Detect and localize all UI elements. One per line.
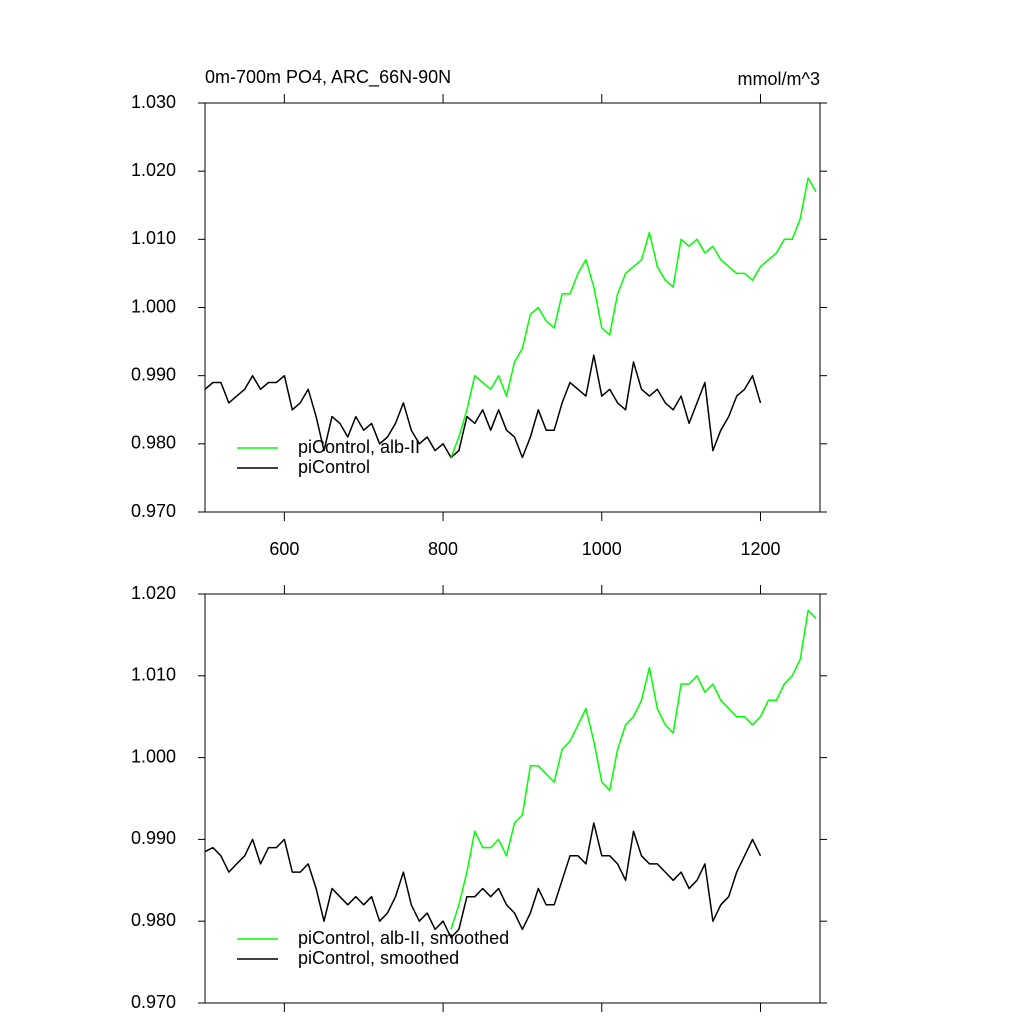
y-tick-label: 0.970 <box>131 501 176 521</box>
legend-label: piControl, alb-II <box>298 437 420 457</box>
y-tick-label: 1.020 <box>131 583 176 603</box>
y-tick-label: 1.000 <box>131 296 176 316</box>
y-tick-label: 0.970 <box>131 992 176 1012</box>
y-tick-label: 1.030 <box>131 92 176 112</box>
series-line <box>204 354 762 459</box>
x-tick-label: 600 <box>269 539 299 559</box>
y-tick-label: 0.980 <box>131 910 176 930</box>
y-tick-label: 0.990 <box>131 828 176 848</box>
legend-label: piControl, alb-II, smoothed <box>298 928 509 948</box>
y-tick-label: 0.980 <box>131 433 176 453</box>
y-tick-label: 0.990 <box>131 364 176 384</box>
series-line <box>450 177 817 458</box>
y-tick-label: 1.010 <box>131 228 176 248</box>
legend-label: piControl <box>298 457 370 477</box>
chart-title: 0m-700m PO4, ARC_66N-90N <box>205 67 451 88</box>
x-tick-label: 1200 <box>740 539 780 559</box>
series-line <box>204 822 762 939</box>
y-tick-label: 1.000 <box>131 746 176 766</box>
plot-frame <box>204 593 821 1004</box>
y-tick-label: 1.010 <box>131 665 176 685</box>
legend-label: piControl, smoothed <box>298 948 459 968</box>
unit-label: mmol/m^3 <box>738 69 820 89</box>
x-tick-label: 1000 <box>582 539 622 559</box>
y-tick-label: 1.020 <box>131 160 176 180</box>
series-line <box>450 609 817 930</box>
x-tick-label: 800 <box>428 539 458 559</box>
